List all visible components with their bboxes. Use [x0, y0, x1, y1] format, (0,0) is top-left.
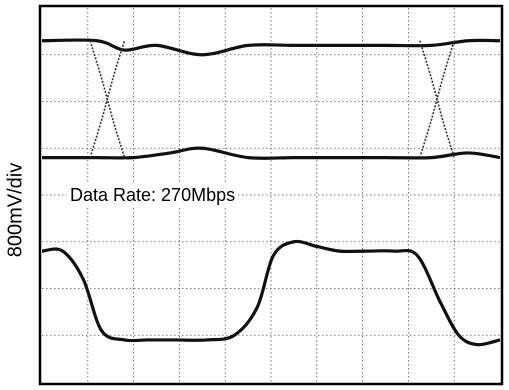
trace-eye-diagram-low-rail	[42, 146, 501, 160]
traces	[41, 38, 501, 347]
data-rate-annotation: Data Rate: 270Mbps	[67, 184, 239, 206]
trace-eye-crossing-2-falling	[419, 40, 455, 158]
trace-eye-crossing-1-falling	[89, 40, 126, 158]
trace-waveform	[41, 239, 501, 347]
y-axis-label: 800mV/div	[4, 162, 27, 258]
